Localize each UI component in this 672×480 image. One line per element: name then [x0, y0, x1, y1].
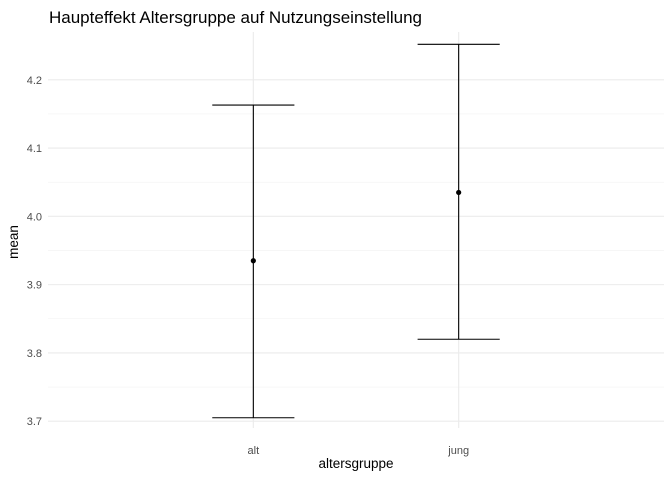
y-axis-title: mean — [6, 225, 21, 259]
error-bar-alt — [212, 104, 295, 419]
grid — [48, 32, 664, 428]
y-tick-label: 4.2 — [27, 75, 42, 87]
y-tick-label: 3.7 — [27, 416, 42, 428]
y-tick-label: 3.9 — [27, 280, 42, 292]
error-bars — [212, 43, 500, 419]
x-axis-title: altersgruppe — [318, 456, 393, 471]
x-tick-label: jung — [447, 445, 469, 457]
y-tick-label: 3.8 — [27, 348, 42, 360]
y-tick-label: 4.1 — [27, 143, 42, 155]
chart-title: Haupteffekt Altersgruppe auf Nutzungsein… — [49, 8, 422, 27]
error-bar-jung — [417, 43, 500, 340]
x-axis-ticks: alt jung — [248, 445, 470, 457]
y-tick-label: 4.0 — [27, 211, 42, 223]
x-tick-label: alt — [248, 445, 260, 457]
mean-point — [250, 258, 256, 264]
mean-point — [456, 189, 462, 196]
y-axis-ticks: 3.7 3.8 3.9 4.0 4.1 4.2 — [27, 75, 42, 428]
